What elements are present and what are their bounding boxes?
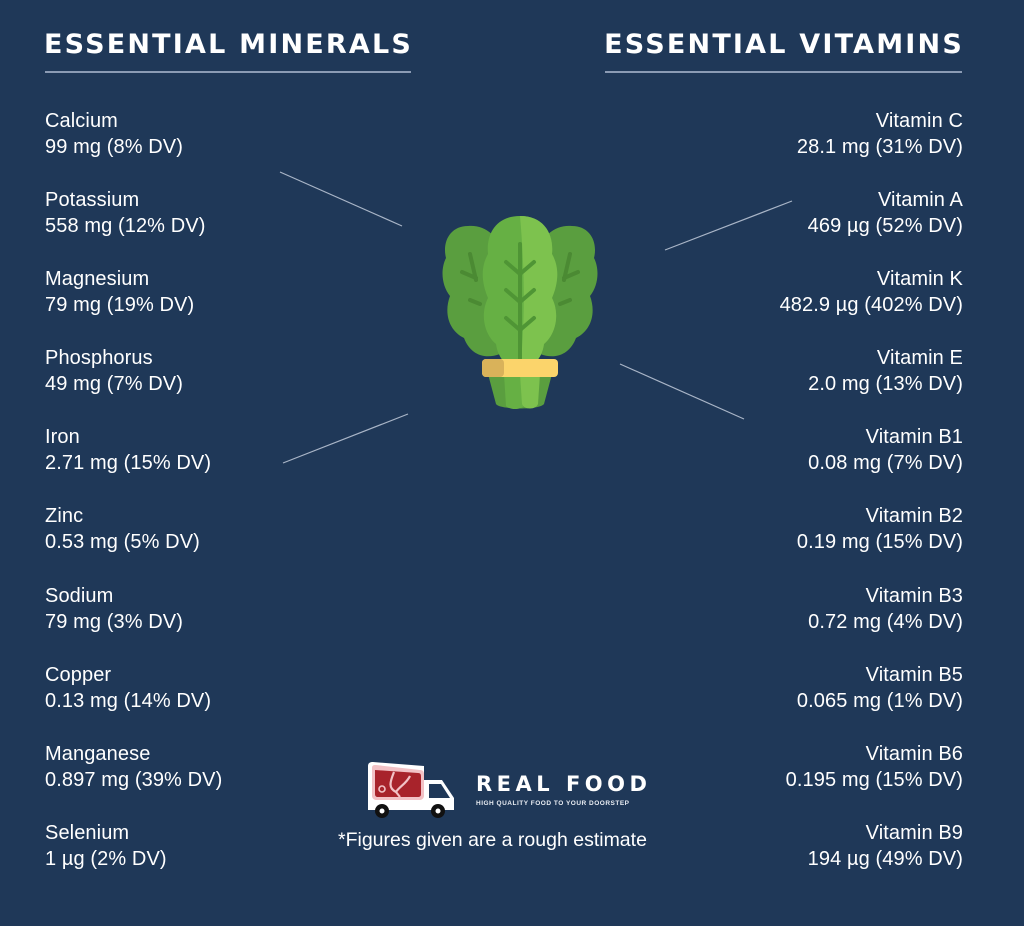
vitamin-name: Vitamin C (875, 110, 963, 132)
vitamin-value: 469 µg (52% DV) (807, 215, 963, 238)
real-food-logo: REAL FOOD HIGH QUALITY FOOD TO YOUR DOOR… (366, 760, 656, 820)
vitamin-name: Vitamin B1 (865, 426, 963, 449)
minerals-divider (45, 71, 411, 73)
mineral-value: 2.71 mg (15% DV) (45, 452, 212, 475)
vitamin-value: 2.0 mg (13% DV) (808, 373, 963, 396)
mineral-value: 0.13 mg (14% DV) (45, 689, 212, 712)
vitamin-name: Vitamin B6 (865, 742, 963, 765)
vitamins-divider (605, 71, 962, 73)
mineral-name: Copper (45, 663, 112, 686)
mineral-item: Phosphorus 49 mg (7% DV) (45, 345, 222, 424)
mineral-value: 79 mg (19% DV) (45, 294, 195, 317)
mineral-name: Calcium (45, 110, 118, 132)
brand-name: REAL FOOD (476, 772, 652, 796)
mineral-value: 0.53 mg (5% DV) (45, 531, 200, 554)
vitamin-item: Vitamin B5 0.065 mg (1% DV) (780, 662, 963, 741)
vitamin-item: Vitamin K 482.9 µg (402% DV) (780, 266, 963, 345)
vitamins-heading: ESSENTIAL VITAMINS (604, 29, 964, 60)
vitamin-item: Vitamin E 2.0 mg (13% DV) (780, 345, 963, 424)
connector-line (282, 413, 409, 464)
connector-line (664, 200, 793, 251)
spinach-icon (442, 216, 598, 409)
vitamin-name: Vitamin K (876, 268, 963, 291)
vitamin-name: Vitamin B5 (865, 663, 963, 686)
vitamin-item: Vitamin B2 0.19 mg (15% DV) (780, 503, 963, 582)
minerals-list: Calcium 99 mg (8% DV) Potassium 558 mg (12… (45, 108, 222, 899)
mineral-value: 79 mg (3% DV) (45, 610, 184, 633)
vitamin-value: 0.19 mg (15% DV) (796, 531, 963, 554)
vitamin-name: Vitamin E (876, 347, 963, 370)
vitamin-value: 0.72 mg (4% DV) (808, 610, 963, 633)
mineral-item: Calcium 99 mg (8% DV) (45, 108, 222, 187)
mineral-item: Potassium 558 mg (12% DV) (45, 187, 222, 266)
vitamin-name: Vitamin B9 (865, 821, 963, 844)
vitamin-item: Vitamin B6 0.195 mg (15% DV) (780, 741, 963, 820)
minerals-heading: ESSENTIAL MINERALS (44, 29, 414, 60)
mineral-name: Sodium (45, 584, 114, 607)
mineral-item: Zinc 0.53 mg (5% DV) (45, 503, 222, 582)
vitamin-value: 28.1 mg (31% DV) (796, 136, 963, 158)
vitamin-item: Vitamin B1 0.08 mg (7% DV) (780, 424, 963, 503)
mineral-item: Selenium 1 µg (2% DV) (45, 820, 222, 899)
mineral-value: 558 mg (12% DV) (45, 215, 206, 238)
mineral-name: Potassium (45, 189, 140, 212)
mineral-item: Magnesium 79 mg (19% DV) (45, 266, 222, 345)
vitamin-item: Vitamin B9 194 µg (49% DV) (780, 820, 963, 899)
mineral-name: Selenium (45, 821, 130, 844)
mineral-name: Iron (45, 426, 80, 449)
mineral-name: Phosphorus (45, 347, 153, 370)
vitamin-name: Vitamin A (877, 189, 963, 212)
mineral-item: Copper 0.13 mg (14% DV) (45, 662, 222, 741)
vitamin-value: 482.9 µg (402% DV) (779, 294, 963, 317)
vitamin-value: 0.065 mg (1% DV) (796, 689, 963, 712)
vitamin-value: 0.195 mg (15% DV) (785, 768, 963, 791)
vitamin-item: Vitamin A 469 µg (52% DV) (780, 187, 963, 266)
mineral-item: Iron 2.71 mg (15% DV) (45, 424, 222, 503)
footnote: *Figures given are a rough estimate (338, 829, 647, 851)
mineral-value: 49 mg (7% DV) (45, 373, 184, 396)
vitamin-name: Vitamin B3 (865, 584, 963, 607)
vitamin-item: Vitamin B3 0.72 mg (4% DV) (780, 583, 963, 662)
mineral-name: Manganese (45, 742, 151, 765)
connector-line (279, 171, 403, 227)
mineral-item: Manganese 0.897 mg (39% DV) (45, 741, 222, 820)
vitamin-value: 0.08 mg (7% DV) (808, 452, 963, 475)
mineral-value: 0.897 mg (39% DV) (45, 768, 223, 791)
mineral-name: Magnesium (45, 268, 150, 291)
vitamin-name: Vitamin B2 (865, 505, 963, 528)
connector-line (619, 363, 745, 420)
mineral-value: 1 µg (2% DV) (45, 847, 167, 870)
vitamins-list: Vitamin C 28.1 mg (31% DV) Vitamin A 469 µ… (780, 108, 963, 899)
delivery-truck-icon (368, 762, 454, 818)
mineral-item: Sodium 79 mg (3% DV) (45, 583, 222, 662)
vitamin-item: Vitamin C 28.1 mg (31% DV) (780, 108, 963, 187)
mineral-value: 99 mg (8% DV) (45, 136, 184, 158)
mineral-name: Zinc (45, 505, 84, 528)
vitamin-value: 194 µg (49% DV) (807, 847, 963, 870)
brand-tagline: HIGH QUALITY FOOD TO YOUR DOORSTEP (476, 800, 630, 807)
